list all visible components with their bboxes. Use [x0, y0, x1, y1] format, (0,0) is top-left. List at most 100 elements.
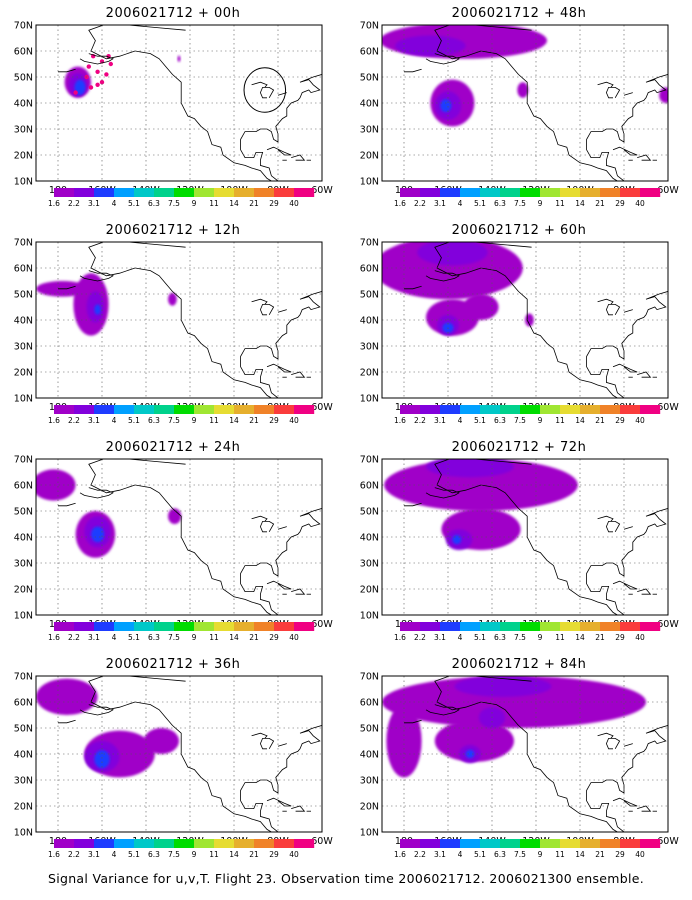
- coastline: [58, 285, 76, 290]
- legend-swatch: [460, 188, 481, 197]
- legend-level-label: 29: [269, 850, 279, 859]
- legend-swatch: [620, 188, 641, 197]
- variance-contour: [440, 99, 452, 113]
- latitude-label: 50N: [14, 724, 33, 735]
- legend-level-label: 4: [112, 633, 117, 642]
- coastline: [425, 487, 460, 499]
- coastline: [259, 87, 275, 99]
- coastline: [266, 146, 292, 156]
- map-svg: 70N60N50N40N30N20N10N180160W140W120W100W…: [360, 672, 680, 860]
- map-frame: [381, 675, 669, 833]
- coastline: [88, 25, 273, 181]
- coastline: [251, 298, 268, 305]
- legend-level-label: 29: [269, 416, 279, 425]
- latitude-label: 50N: [14, 73, 33, 84]
- panel-title: 2006021712 + 00h: [105, 6, 241, 21]
- coastline: [291, 154, 306, 161]
- coastline: [623, 526, 633, 530]
- legend-level-label: 6.3: [148, 633, 160, 642]
- legend-level-label: 7.5: [514, 633, 526, 642]
- legend-swatch: [620, 405, 641, 414]
- map-panel: 2006021712 + 36h70N60N50N40N30N20N10N180…: [0, 651, 346, 868]
- latitude-label: 20N: [14, 151, 33, 162]
- legend-level-label: 9: [538, 633, 543, 642]
- legend-swatch: [154, 188, 175, 197]
- coastline: [605, 738, 621, 750]
- legend-level-label: 4: [112, 850, 117, 859]
- legend-swatch: [174, 405, 195, 414]
- legend-level-label: 6.3: [494, 416, 506, 425]
- coastline: [266, 363, 292, 373]
- legend-swatch: [400, 839, 421, 848]
- legend-level-label: 21: [249, 850, 259, 859]
- legend-level-label: 14: [575, 850, 585, 859]
- legend-level-label: 5.1: [128, 633, 140, 642]
- latitude-label: 60N: [360, 481, 379, 492]
- legend-level-label: 4: [458, 199, 463, 208]
- latitude-label: 40N: [360, 533, 379, 544]
- legend-swatch: [640, 839, 661, 848]
- coastline: [251, 515, 268, 522]
- coastline: [623, 743, 633, 747]
- legend-swatch: [274, 839, 295, 848]
- coastline: [79, 487, 114, 499]
- legend-swatch: [74, 839, 95, 848]
- legend-level-label: 9: [538, 416, 543, 425]
- legend-swatch: [294, 188, 315, 197]
- map-svg: 70N60N50N40N30N20N10N180160W140W120W100W…: [14, 21, 334, 209]
- legend-level-label: 11: [555, 199, 565, 208]
- legend-level-label: 40: [289, 850, 299, 859]
- coastline: [605, 521, 621, 533]
- legend-level-label: 40: [289, 416, 299, 425]
- legend-swatch: [620, 622, 641, 631]
- coastline: [79, 270, 114, 282]
- coastline: [597, 298, 614, 305]
- coastline: [612, 797, 638, 807]
- legend-level-label: 11: [209, 633, 219, 642]
- coastline: [291, 588, 306, 595]
- latitude-label: 40N: [14, 316, 33, 327]
- legend-swatch: [500, 188, 521, 197]
- legend-swatch: [234, 622, 255, 631]
- legend-swatch: [540, 405, 561, 414]
- legend-level-label: 5.1: [128, 199, 140, 208]
- observation-point: [73, 90, 78, 95]
- legend-level-label: 9: [538, 850, 543, 859]
- legend-swatch: [214, 839, 235, 848]
- coastline: [404, 502, 422, 507]
- latitude-label: 30N: [360, 559, 379, 570]
- legend-level-label: 3.1: [434, 850, 446, 859]
- legend-level-label: 29: [615, 416, 625, 425]
- legend-swatch: [600, 188, 621, 197]
- legend-level-label: 9: [192, 850, 197, 859]
- legend-level-label: 14: [229, 199, 239, 208]
- latitude-label: 20N: [14, 368, 33, 379]
- longitude-label: 60W: [311, 619, 333, 630]
- coastline: [259, 738, 275, 750]
- coastline: [586, 508, 668, 615]
- map-frame: [381, 241, 669, 399]
- panel-title: 2006021712 + 24h: [105, 440, 241, 455]
- variance-contour: [395, 35, 466, 57]
- legend-level-label: 5.1: [474, 633, 486, 642]
- legend-swatch: [294, 839, 315, 848]
- legend-swatch: [254, 188, 275, 197]
- map-frame: [35, 241, 323, 399]
- legend-level-label: 2.2: [414, 416, 426, 425]
- legend-level-label: 9: [192, 633, 197, 642]
- legend-level-label: 6.3: [494, 199, 506, 208]
- longitude-label: 60W: [657, 402, 679, 413]
- legend-level-label: 3.1: [434, 416, 446, 425]
- latitude-label: 30N: [360, 342, 379, 353]
- legend-swatch: [400, 188, 421, 197]
- coastline: [291, 805, 306, 812]
- latitude-label: 40N: [14, 750, 33, 761]
- latitude-label: 20N: [360, 151, 379, 162]
- latitude-label: 30N: [14, 342, 33, 353]
- coastline: [612, 580, 638, 590]
- coastline: [58, 502, 76, 507]
- map-svg: 70N60N50N40N30N20N10N180160W140W120W100W…: [360, 238, 680, 426]
- legend-swatch: [500, 622, 521, 631]
- legend-swatch: [254, 839, 275, 848]
- coastline: [259, 304, 275, 316]
